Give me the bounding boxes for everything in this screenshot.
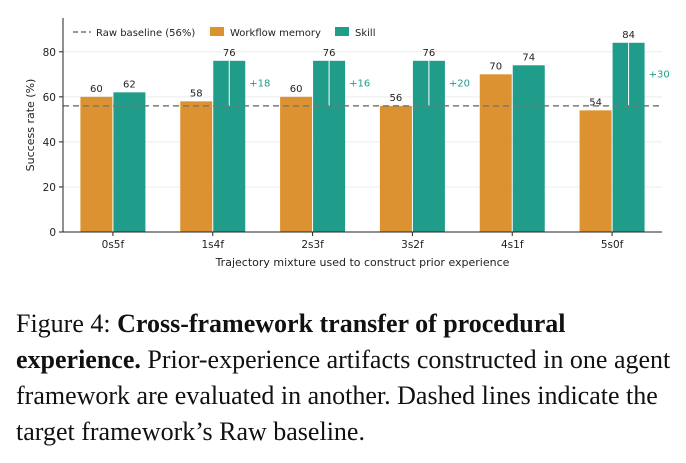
legend-workflow-swatch: [210, 27, 224, 36]
bar-workflow-memory: [379, 105, 412, 232]
bar-chart: 0 20 40 60 80 60 62 0s5f 58 76 1s4f 60 76 2s3f 56 76 3s2…: [24, 18, 670, 269]
bar-workflow-memory: [280, 96, 313, 232]
bar-value-label-skill: 76: [223, 48, 236, 59]
bar-skill: [113, 92, 146, 232]
y-tick-label: 40: [43, 137, 56, 149]
delta-label: +20: [449, 78, 470, 89]
bar-value-label-workflow: 54: [589, 97, 602, 108]
figure-caption: Figure 4: Cross-framework transfer of pr…: [16, 306, 672, 450]
x-tick-label: 2s3f: [301, 239, 324, 251]
y-axis-label: Success rate (%): [24, 79, 37, 172]
x-tick-label: 5s0f: [601, 239, 624, 251]
legend-skill-label: Skill: [355, 28, 375, 39]
delta-label: +16: [349, 78, 370, 89]
bar-value-label-skill: 84: [622, 30, 635, 41]
bar-value-label-workflow: 60: [90, 84, 103, 95]
bar-value-label-workflow: 70: [489, 61, 502, 72]
bar-value-label-workflow: 56: [390, 93, 403, 104]
caption-title: Cross-framework transfer of procedural e…: [16, 309, 566, 374]
bar-value-label-skill: 76: [423, 48, 436, 59]
y-tick-label: 0: [49, 227, 56, 239]
bar-workflow-memory: [579, 110, 612, 232]
bar-workflow-memory: [180, 101, 213, 232]
caption-prefix: Figure 4:: [16, 309, 111, 338]
x-tick-label: 3s2f: [401, 239, 424, 251]
legend-baseline-label: Raw baseline (56%): [96, 28, 195, 39]
y-tick-label: 60: [43, 92, 56, 104]
bar-value-label-skill: 62: [123, 79, 136, 90]
bar-workflow-memory: [80, 96, 113, 232]
x-axis-label: Trajectory mixture used to construct pri…: [215, 256, 510, 269]
y-tick-label: 20: [43, 182, 56, 194]
bar-workflow-memory: [479, 74, 512, 232]
caption-body: Prior-experience artifacts constructed i…: [16, 345, 671, 446]
bar-value-label-skill: 76: [323, 48, 336, 59]
bar-skill: [512, 65, 545, 232]
legend-skill-swatch: [335, 27, 349, 36]
y-tick-label: 80: [43, 47, 56, 59]
x-tick-label: 0s5f: [102, 239, 125, 251]
legend-workflow-label: Workflow memory: [230, 28, 321, 39]
x-tick-label: 1s4f: [201, 239, 224, 251]
delta-label: +18: [249, 78, 270, 89]
bar-value-label-skill: 74: [522, 52, 535, 63]
delta-label: +30: [649, 69, 670, 80]
x-tick-label: 4s1f: [501, 239, 524, 251]
bar-value-label-workflow: 60: [290, 84, 303, 95]
bar-value-label-workflow: 58: [190, 88, 203, 99]
